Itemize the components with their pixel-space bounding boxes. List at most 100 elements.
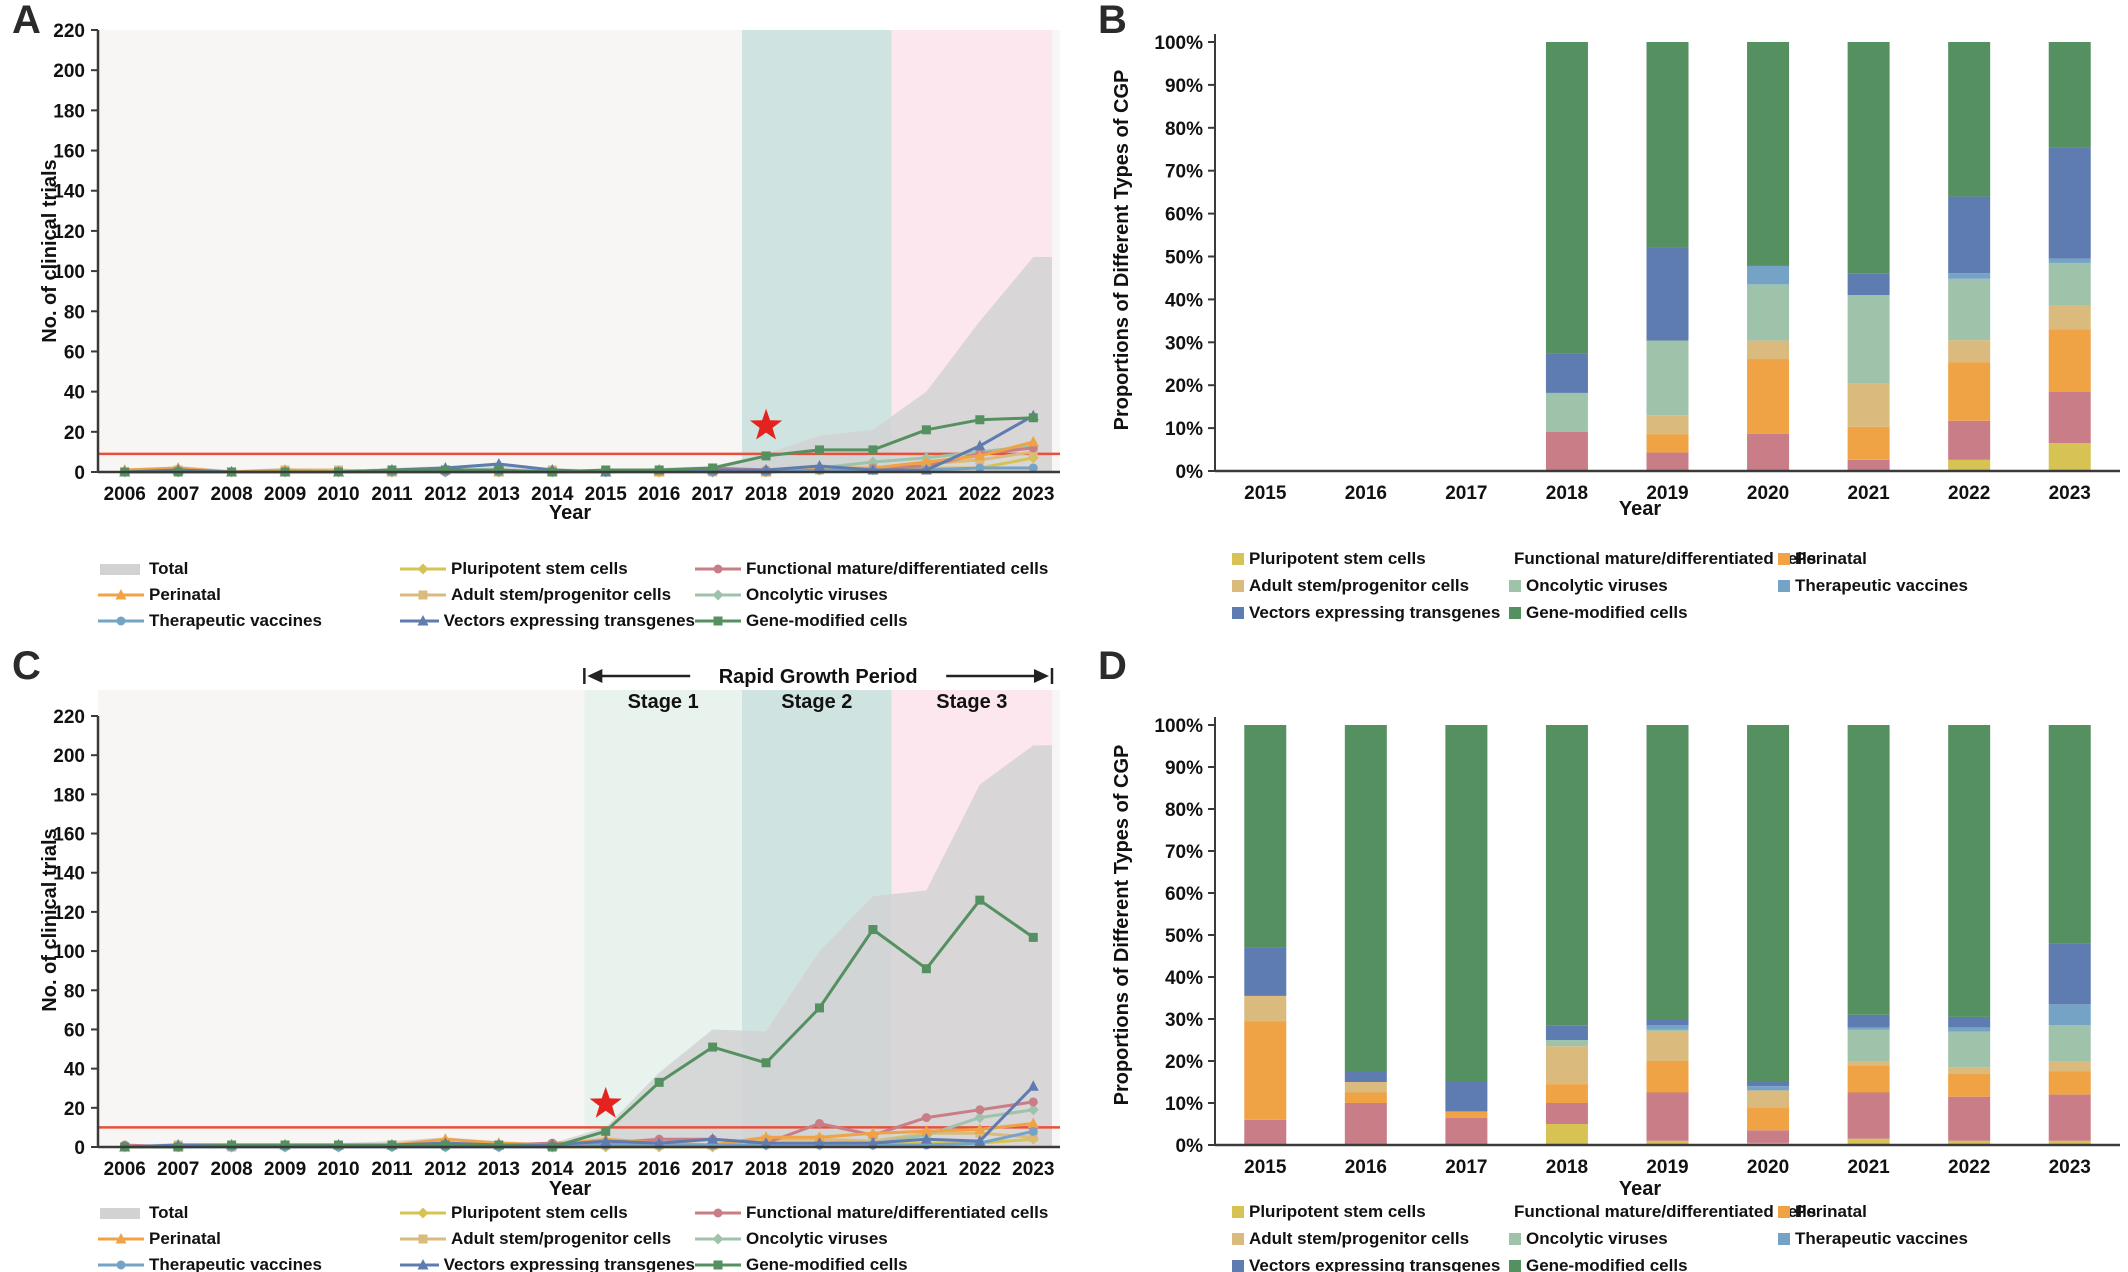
growth-arrow-left-head — [587, 669, 603, 683]
adult-swatch-marker — [418, 1234, 428, 1244]
pluripotent-swatch-marker — [417, 563, 429, 575]
perinatal-swatch-icon — [1778, 1205, 1790, 1218]
gene_modified-marker — [387, 465, 397, 475]
vectors-bar-segment — [1244, 947, 1287, 996]
total-swatch-icon — [100, 564, 140, 575]
panel-b-x-axis-title: Year — [1618, 498, 1662, 520]
y-tick-label: 20% — [1165, 1052, 1203, 1073]
legend-item-perinatal: Perinatal — [1778, 549, 1968, 569]
adult-bar-segment — [1948, 340, 1991, 363]
y-tick-label: 180 — [53, 785, 85, 806]
panel-d-x-axis-title: Year — [1618, 1178, 1662, 1200]
legend-item-gene_modified: Gene-modified cells — [1509, 603, 1778, 623]
perinatal-bar-segment — [1847, 1065, 1890, 1093]
legend-item-vectors: Vectors expressing transgenes — [1232, 603, 1509, 623]
y-tick-label: 60 — [64, 342, 85, 363]
x-tick-label: 2008 — [210, 484, 252, 505]
oncolytic-bar-segment — [1747, 284, 1790, 341]
gene_modified-marker — [921, 425, 931, 435]
gene_modified-bar-segment — [1948, 725, 1991, 1017]
legend-item-total: Total — [98, 1203, 400, 1223]
oncolytic-marker — [1027, 1104, 1039, 1116]
y-tick-label: 80% — [1165, 119, 1203, 140]
adult-swatch-marker — [418, 590, 428, 600]
gene_modified-line — [124, 898, 1035, 1149]
gene_modified-marker — [1028, 413, 1038, 423]
oncolytic-bar-segment — [2048, 1025, 2091, 1061]
gene_modified-bar-segment — [1445, 725, 1488, 1082]
gene_modified-bar-segment — [1344, 725, 1387, 1072]
functional-swatch-marker — [713, 1208, 723, 1218]
vaccines-marker — [975, 463, 985, 473]
functional-bar-segment — [1545, 431, 1588, 471]
functional-marker — [1028, 1097, 1038, 1107]
y-tick-label: 0% — [1176, 462, 1204, 483]
oncolytic-bar-segment — [1545, 392, 1588, 432]
pluripotent-bar-segment — [2048, 1140, 2091, 1145]
oncolytic-bar-segment — [1545, 1040, 1588, 1047]
legend-label: Vectors expressing transgenes — [1249, 602, 1501, 622]
panel-c-x-axis-title: Year — [548, 1178, 592, 1200]
legend-label: Total — [149, 559, 189, 578]
y-tick-label: 40% — [1165, 290, 1203, 311]
vectors-marker — [653, 1137, 665, 1148]
gene_modified-marker — [601, 1126, 611, 1136]
vectors-marker — [920, 1133, 932, 1144]
vectors-swatch-icon — [1232, 606, 1244, 619]
perinatal-bar-segment — [1847, 426, 1890, 460]
vectors-marker — [1027, 1080, 1039, 1091]
oncolytic-swatch — [1509, 579, 1521, 592]
legend-label: Oncolytic viruses — [1526, 575, 1668, 595]
legend-label: Total — [149, 1203, 189, 1222]
panel-b-y-axis-title: Proportions of Different Types of CGP — [1111, 69, 1133, 431]
oncolytic-swatch-icon — [695, 1233, 741, 1245]
growth-arrow-label: Rapid Growth Period — [719, 666, 918, 688]
stage-label-1: Stage 1 — [628, 691, 699, 713]
adult-bar-segment — [1545, 1046, 1588, 1085]
gene_modified-bar-segment — [1545, 42, 1588, 354]
gene_modified-marker — [975, 415, 985, 425]
adult-swatch-icon — [400, 1234, 446, 1244]
vectors-swatch-icon — [400, 615, 439, 626]
x-tick-label: 2021 — [1847, 1157, 1890, 1178]
oncolytic-swatch — [1509, 1232, 1521, 1245]
panel-d-label: D — [1098, 644, 1127, 688]
x-tick-label: 2007 — [157, 1159, 199, 1180]
legend-label: Pluripotent stem cells — [1249, 1201, 1426, 1221]
x-tick-label: 2013 — [478, 484, 520, 505]
vectors-swatch-marker — [417, 615, 429, 626]
y-tick-label: 200 — [53, 61, 85, 82]
gene_modified-swatch-marker — [713, 616, 723, 626]
stage-label-2: Stage 2 — [781, 691, 852, 713]
legend-label: Gene-modified cells — [1526, 1255, 1688, 1272]
perinatal-bar-segment — [1344, 1092, 1387, 1103]
legend-item-pluripotent: Pluripotent stem cells — [400, 1203, 695, 1223]
gene_modified-marker — [761, 451, 771, 461]
x-tick-label: 2015 — [1244, 483, 1287, 504]
x-tick-label: 2022 — [959, 1159, 1001, 1180]
legend-row: Therapeutic vaccines Vectors expressing t… — [98, 608, 1048, 634]
oncolytic-bar-segment — [1646, 1029, 1689, 1032]
panel-a-x-axis-title: Year — [548, 502, 592, 524]
gene_modified-marker — [815, 445, 824, 455]
vectors-bar-segment — [1948, 1016, 1991, 1028]
gene_modified-marker — [387, 1140, 397, 1150]
gene_modified-bar-segment — [1847, 725, 1890, 1015]
total-area — [124, 745, 1052, 1147]
legend-item-functional: Functional mature/differentiated cells — [695, 1203, 1048, 1223]
gene_modified-swatch-icon — [1509, 1259, 1521, 1272]
legend-item-functional: Functional mature/differentiated cells — [695, 559, 1048, 579]
perinatal-bar-segment — [1747, 359, 1790, 434]
legend-item-vaccines: Therapeutic vaccines — [98, 611, 400, 631]
y-tick-label: 100% — [1154, 33, 1203, 54]
perinatal-marker — [760, 1131, 772, 1142]
pluripotent-swatch-marker — [417, 1207, 429, 1219]
oncolytic-bar-segment — [2048, 262, 2091, 306]
y-tick-label: 60% — [1165, 205, 1203, 226]
pluripotent-bar-segment — [2048, 443, 2091, 471]
gene_modified-bar-segment — [1948, 42, 1991, 197]
pluripotent-bar-segment — [1948, 459, 1991, 471]
x-tick-label: 2020 — [1747, 483, 1789, 504]
y-tick-label: 20 — [64, 423, 85, 444]
vectors-bar-segment — [1847, 1014, 1890, 1028]
